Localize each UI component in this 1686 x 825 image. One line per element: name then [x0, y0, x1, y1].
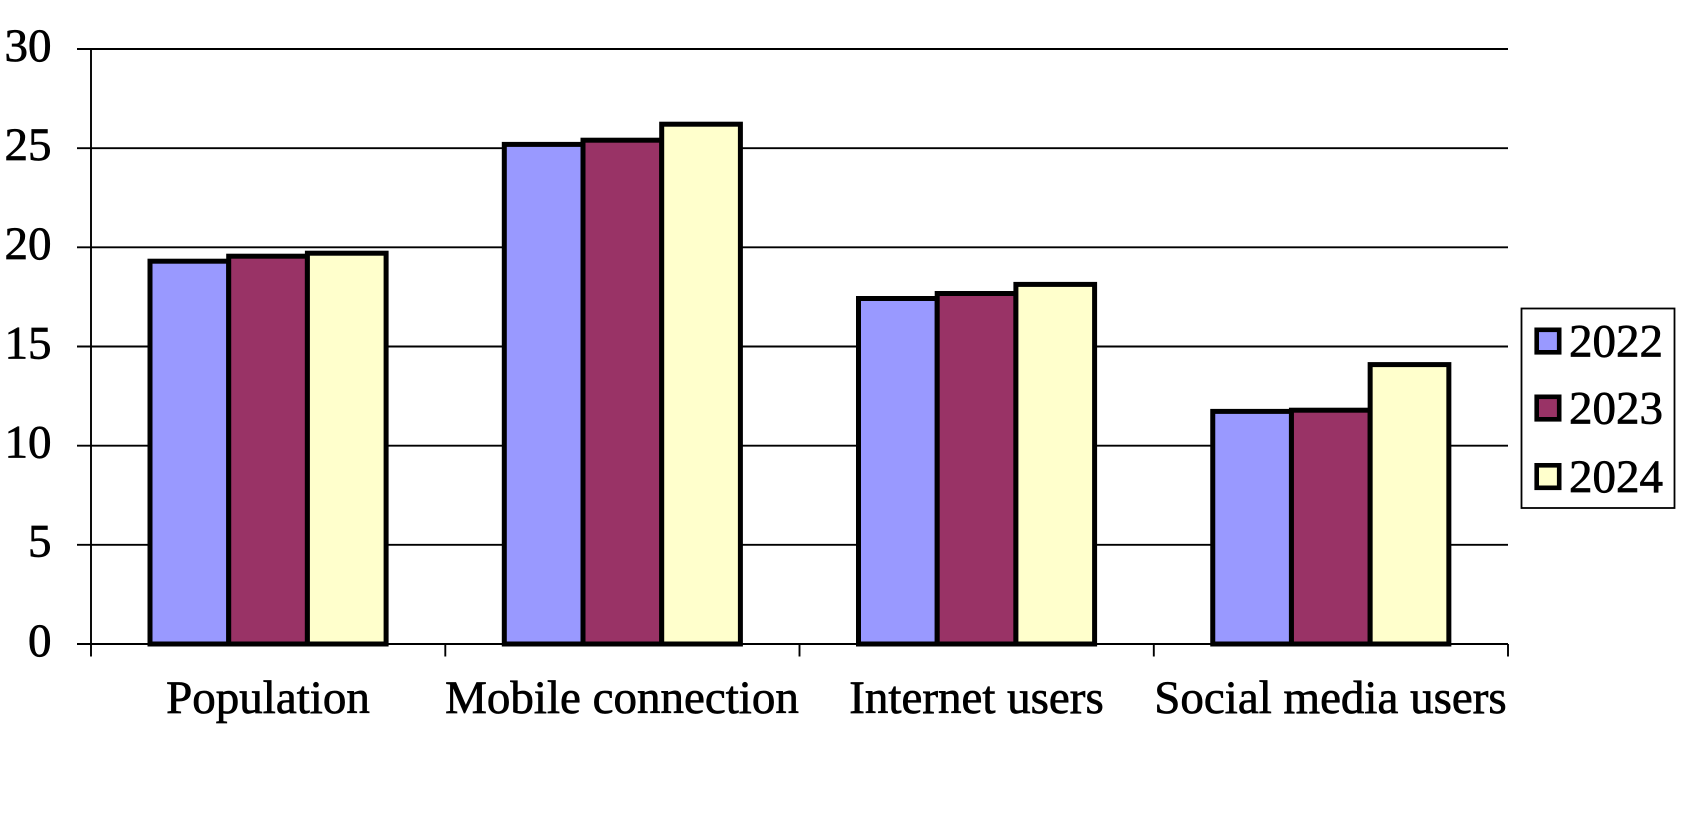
svg-text:20: 20: [5, 218, 52, 270]
svg-text:2024: 2024: [1569, 451, 1663, 503]
svg-text:15: 15: [5, 317, 52, 369]
svg-text:2023: 2023: [1569, 383, 1663, 435]
svg-text:Mobile connection: Mobile connection: [445, 672, 799, 724]
svg-text:0: 0: [28, 615, 52, 667]
svg-text:2022: 2022: [1569, 316, 1663, 368]
svg-text:5: 5: [28, 516, 52, 568]
svg-text:10: 10: [5, 417, 52, 469]
svg-text:Social media users: Social media users: [1154, 672, 1506, 724]
svg-text:25: 25: [5, 119, 52, 171]
svg-text:Internet users: Internet users: [849, 672, 1103, 724]
svg-text:30: 30: [5, 20, 52, 72]
svg-text:Population: Population: [166, 672, 370, 724]
